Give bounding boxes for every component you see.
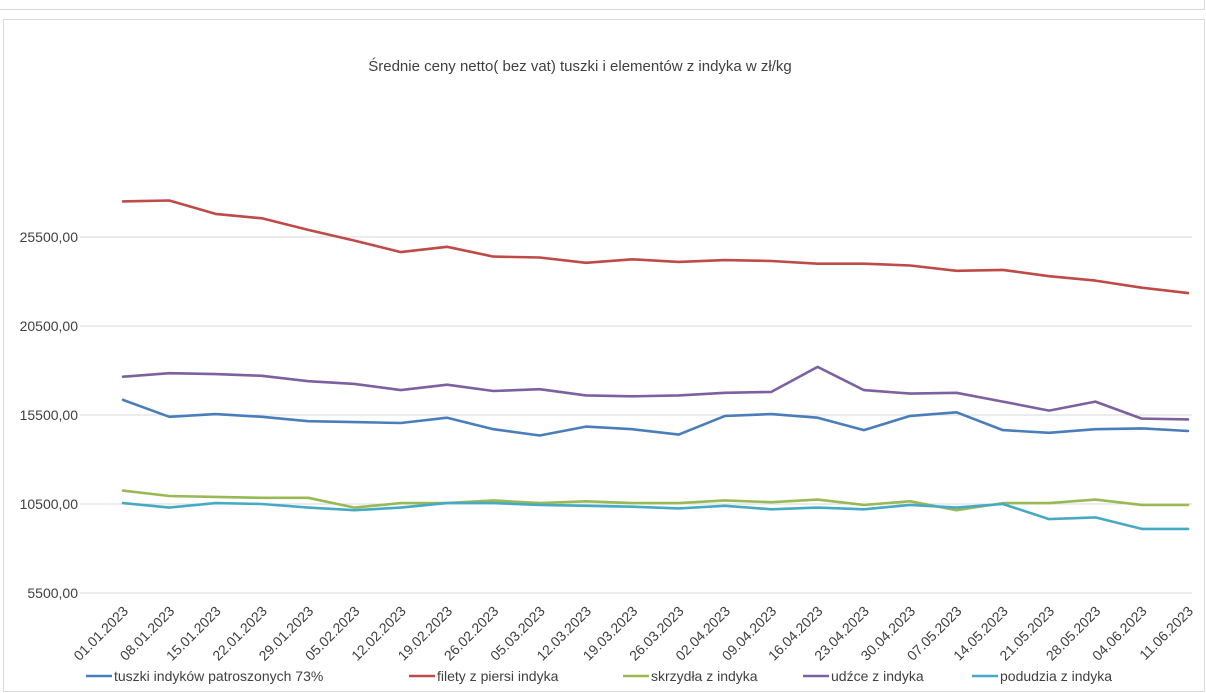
series-line [121, 398, 1190, 437]
legend-label: tuszki indyków patroszonych 73% [114, 668, 323, 684]
y-tick-label: 15500,00 [20, 407, 79, 423]
series-2 [121, 199, 1190, 295]
legend-item: filety z piersi indyka [409, 668, 559, 684]
legend-label: podudzia z indyka [1000, 668, 1112, 684]
legend-item: tuszki indyków patroszonych 73% [86, 668, 323, 684]
series-line [121, 501, 1190, 531]
y-tick-label: 20500,00 [20, 318, 79, 334]
legend-label: udźce z indyka [831, 668, 924, 684]
series-1 [121, 398, 1190, 437]
chart-title: Średnie ceny netto( bez vat) tuszki i el… [368, 57, 792, 75]
legend-label: skrzydła z indyka [651, 668, 758, 684]
chart-area [3, 19, 1205, 692]
series-line [121, 489, 1190, 512]
legend-item: udźce z indyka [803, 668, 924, 684]
y-tick-label: 25500,00 [20, 229, 79, 245]
series-lines [121, 199, 1190, 531]
y-axis-tick-labels: 5500,00 10500,00 15500,00 20500,00 25500,00 [20, 229, 79, 601]
legend-label: filety z piersi indyka [437, 668, 559, 684]
legend: tuszki indyków patroszonych 73% filety z … [86, 668, 1112, 684]
series-4 [121, 365, 1190, 421]
series-3 [121, 489, 1190, 512]
x-axis-tick-labels: 01.01.202308.01.202315.01.202322.01.2023… [70, 603, 1196, 664]
top-panel-frame [0, 0, 1205, 10]
legend-item: podudzia z indyka [972, 668, 1112, 684]
y-tick-label: 10500,00 [20, 496, 79, 512]
series-line [121, 365, 1190, 421]
legend-item: skrzydła z indyka [623, 668, 758, 684]
y-tick-label: 5500,00 [27, 585, 78, 601]
series-line [121, 199, 1190, 295]
series-5 [121, 501, 1190, 531]
